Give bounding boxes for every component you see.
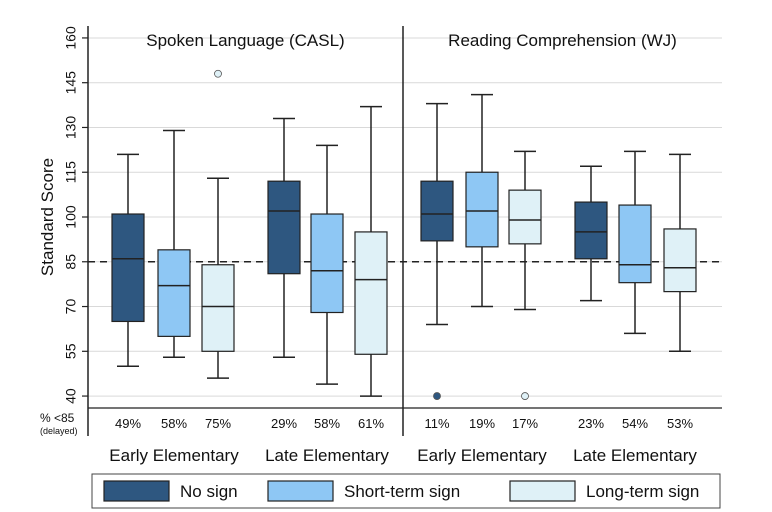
pct-below-85-label: 61% xyxy=(358,416,384,431)
legend-label: Short-term sign xyxy=(344,482,460,501)
outlier-point xyxy=(214,69,222,78)
panel-title: Reading Comprehension (WJ) xyxy=(448,31,677,50)
panel-title: Spoken Language (CASL) xyxy=(146,31,344,50)
pct-row-sublabel: (delayed) xyxy=(40,426,78,436)
pct-below-85-label: 17% xyxy=(512,416,538,431)
outlier-point xyxy=(433,392,441,400)
legend-box xyxy=(91,473,721,509)
box-short-term-sign xyxy=(310,213,344,314)
y-tick-label: 160 xyxy=(63,26,79,50)
y-tick-label: 130 xyxy=(63,116,79,140)
group-label: Late Elementary xyxy=(573,446,697,465)
group-label: Early Elementary xyxy=(109,446,239,465)
group-label: Early Elementary xyxy=(417,446,547,465)
pct-below-85-label: 54% xyxy=(622,416,648,431)
pct-below-85-label: 53% xyxy=(667,416,693,431)
box-no-sign xyxy=(267,180,301,275)
pct-below-85-label: 58% xyxy=(161,416,187,431)
pct-below-85-label: 58% xyxy=(314,416,340,431)
pct-below-85-label: 23% xyxy=(578,416,604,431)
outlier-point xyxy=(521,392,529,400)
box-short-term-sign xyxy=(157,249,191,337)
y-tick-label: 100 xyxy=(63,205,79,229)
pct-below-85-label: 11% xyxy=(424,416,449,431)
box-long-term-sign xyxy=(508,189,542,245)
box-no-sign xyxy=(574,201,608,260)
box-short-term-sign xyxy=(465,171,499,248)
y-tick-label: 115 xyxy=(63,161,79,184)
box-long-term-sign xyxy=(663,228,697,293)
box-short-term-sign xyxy=(618,204,652,284)
legend-swatch-short-term-sign xyxy=(267,480,334,502)
legend-label: Long-term sign xyxy=(586,482,699,501)
box-no-sign xyxy=(111,213,145,323)
legend-label: No sign xyxy=(180,482,238,501)
pct-below-85-label: 49% xyxy=(115,416,141,431)
y-tick-label: 40 xyxy=(63,388,79,404)
pct-below-85-label: 19% xyxy=(469,416,495,431)
pct-row-label: % <85 xyxy=(40,411,75,425)
box-long-term-sign xyxy=(354,231,388,355)
box-long-term-sign xyxy=(201,264,235,352)
box-no-sign xyxy=(420,180,454,242)
legend-swatch-long-term-sign xyxy=(509,480,576,502)
y-tick-label: 70 xyxy=(63,299,79,315)
y-tick-label: 55 xyxy=(63,343,79,359)
y-tick-label: 85 xyxy=(63,254,79,270)
legend-swatch-no-sign xyxy=(103,480,170,502)
pct-below-85-label: 29% xyxy=(271,416,297,431)
y-tick-label: 145 xyxy=(63,71,79,95)
y-axis-title: Standard Score xyxy=(38,158,57,276)
group-label: Late Elementary xyxy=(265,446,389,465)
pct-below-85-label: 75% xyxy=(205,416,231,431)
